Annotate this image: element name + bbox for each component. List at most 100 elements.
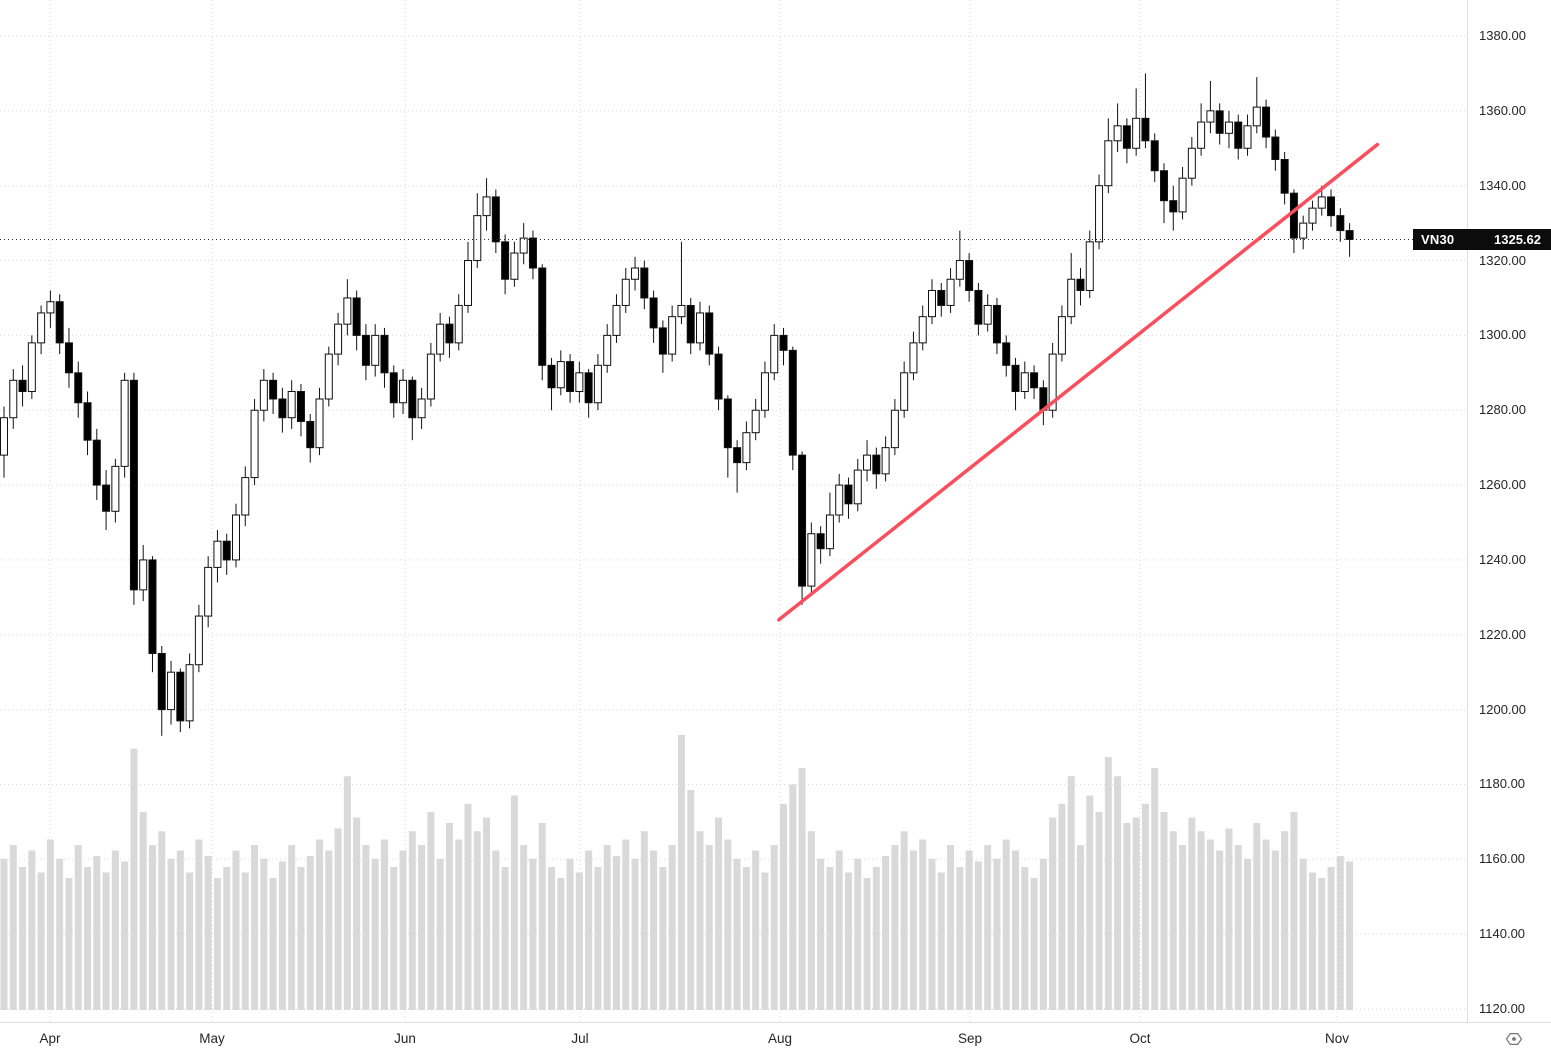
volume-bar: [891, 845, 899, 1010]
candle: [584, 369, 593, 418]
candle-body: [1317, 196, 1326, 209]
candle-body: [1308, 207, 1317, 224]
candle-body: [37, 312, 46, 344]
candle: [120, 372, 129, 478]
candlestick-plot[interactable]: [0, 0, 1467, 1022]
candle: [705, 305, 714, 366]
volume-bar: [1039, 858, 1047, 1010]
volume-bar: [510, 795, 518, 1010]
volume-bar: [1281, 831, 1289, 1010]
volume-bar: [844, 872, 852, 1010]
volume-bar: [158, 831, 166, 1010]
candle-body: [1113, 125, 1122, 142]
candle-body: [1271, 136, 1280, 160]
volume-bar: [826, 867, 834, 1010]
price-tick-label: 1380.00: [1479, 28, 1526, 43]
volume-bar: [1095, 812, 1103, 1010]
candle: [1104, 118, 1113, 194]
candle-body: [612, 304, 621, 336]
volume-bar: [501, 867, 509, 1010]
volume-bar: [325, 850, 333, 1010]
candle: [352, 290, 361, 351]
candle: [1095, 174, 1104, 250]
symbol-label: VN30: [1421, 232, 1455, 247]
candle: [1271, 129, 1280, 171]
candle: [900, 361, 909, 418]
candle: [1215, 103, 1224, 145]
candle: [1030, 365, 1039, 400]
candle: [621, 268, 630, 313]
candle: [751, 399, 760, 441]
candle: [974, 282, 983, 336]
candle: [278, 387, 287, 433]
volume-bar: [752, 850, 760, 1010]
candle: [686, 297, 695, 355]
candle: [83, 391, 92, 456]
volume-bar: [19, 867, 27, 1010]
volume-bar: [1086, 795, 1094, 1010]
candle: [1234, 114, 1243, 160]
candle: [658, 320, 667, 373]
volume-bar: [835, 850, 843, 1010]
candle: [788, 346, 797, 471]
volume-bar: [529, 858, 537, 1010]
candle-body: [631, 267, 640, 280]
candle-body: [296, 391, 305, 422]
candle: [241, 466, 250, 527]
volume-bar: [928, 858, 936, 1010]
price-tick-label: 1260.00: [1479, 477, 1526, 493]
price-tick-label: 1240.00: [1479, 551, 1526, 567]
candle-body: [83, 402, 92, 441]
volume-bar: [1262, 839, 1270, 1010]
candle-body: [584, 372, 593, 404]
candle-body: [1345, 230, 1354, 241]
volume-bar: [677, 735, 685, 1010]
volume-bar: [548, 867, 556, 1010]
candle-body: [705, 312, 714, 355]
candle-body: [1057, 316, 1066, 355]
candle: [129, 372, 138, 605]
candle: [1132, 88, 1141, 156]
price-axis[interactable]: 1380.00 1360.00 1340.00 1320.00 1300.00 1280.…: [1467, 0, 1551, 1022]
hexagon-eye-icon[interactable]: [1505, 1030, 1523, 1048]
candle: [992, 297, 1001, 355]
volume-bar: [919, 839, 927, 1010]
candle: [798, 451, 807, 605]
volume-bar: [111, 850, 119, 1010]
candle-body: [120, 379, 129, 467]
volume-bar: [761, 872, 769, 1010]
volume-bar: [1123, 823, 1131, 1010]
candle-body: [909, 342, 918, 374]
candle: [528, 230, 537, 280]
candle: [575, 361, 584, 403]
candle: [1252, 77, 1261, 134]
volume-bar: [1244, 858, 1252, 1010]
volume-bar: [297, 867, 305, 1010]
volume-bar: [872, 867, 880, 1010]
candle-body: [232, 514, 240, 561]
time-axis[interactable]: Apr May Jun Jul Aug Sep Oct Nov: [0, 1022, 1551, 1054]
volume-bar: [195, 839, 203, 1010]
candle: [538, 264, 547, 381]
volume-bar: [436, 858, 444, 1010]
candle-body: [1187, 147, 1196, 179]
candle: [668, 305, 677, 362]
candle-body: [547, 364, 556, 389]
candle-body: [102, 484, 111, 512]
volume-bar: [724, 839, 732, 1010]
volume-bar: [176, 850, 184, 1010]
candle: [9, 369, 18, 429]
candle: [426, 342, 435, 407]
volume-bar: [1049, 817, 1057, 1010]
candle: [723, 395, 732, 478]
candle-body: [955, 260, 964, 280]
volume-bar: [900, 831, 908, 1010]
volume-bar: [882, 856, 890, 1010]
candle-body: [937, 289, 946, 306]
candle-body: [18, 379, 27, 393]
candle-body: [111, 465, 120, 512]
volume-bar: [362, 845, 370, 1010]
time-tick-label: Jul: [571, 1031, 589, 1046]
volume-bar: [1021, 867, 1029, 1010]
candle-body: [1160, 170, 1168, 202]
